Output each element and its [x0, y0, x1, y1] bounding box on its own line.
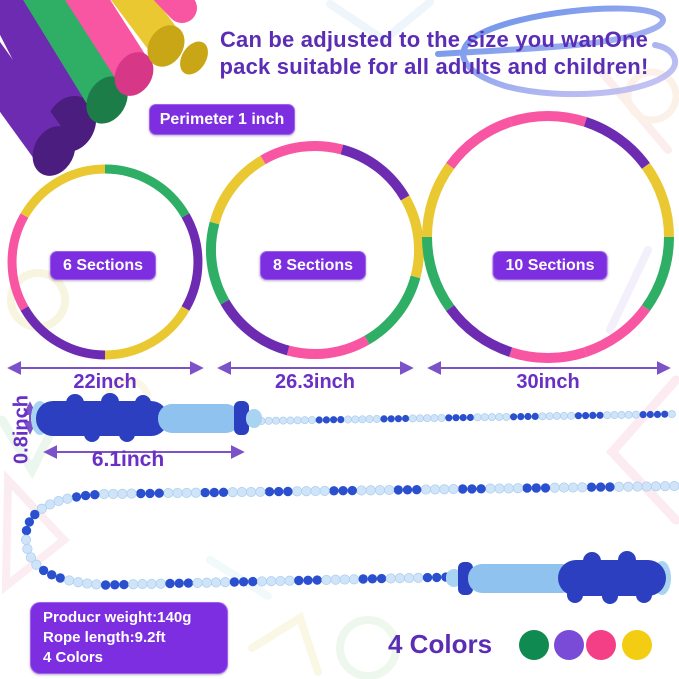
headline-line1: Can be adjusted to the size you wanOne	[219, 27, 649, 52]
headline: Can be adjusted to the size you wanOne p…	[186, 26, 679, 80]
hoop-sections-badge-6: 6 Sections	[49, 251, 157, 280]
color-dot-green	[519, 630, 549, 660]
measurement-arrows	[7, 361, 671, 459]
perimeter-badge: Perimeter 1 inch	[149, 104, 295, 135]
hoop-sections-badge-10: 10 Sections	[492, 251, 608, 280]
jump-rope-top-beads	[257, 410, 676, 425]
handle-width-label: 0.8inch	[10, 395, 33, 464]
hoop-diameter-label-22: 22inch	[73, 371, 137, 393]
jump-rope-bottom-beads	[20, 481, 679, 590]
color-dot-pink	[586, 630, 616, 660]
spec-colors: 4 Colors	[43, 649, 104, 666]
color-dot-yellow	[622, 630, 652, 660]
jump-rope-handle-bottom	[446, 551, 671, 604]
jump-rope-handle-top	[31, 393, 262, 442]
tube-bundle	[0, 0, 208, 176]
spec-rope-length: Rope length:9.2ft	[43, 629, 166, 646]
headline-line2: pack suitable for all adults and childre…	[219, 54, 649, 79]
hoop-sections-badge-8: 8 Sections	[259, 251, 367, 280]
color-dot-purple	[554, 630, 584, 660]
spec-badge: Producr weight:140g Rope length:9.2ft 4 …	[30, 602, 228, 674]
spec-weight: Producr weight:140g	[43, 609, 192, 626]
hoop-diameter-label-26: 26.3inch	[274, 371, 356, 393]
handle-length-label: 6.1inch	[91, 448, 165, 471]
colors-title: 4 Colors	[388, 629, 493, 659]
hula-hoops	[7, 111, 674, 363]
hoop-diameter-label-30: 30inch	[516, 371, 580, 393]
swoosh-annotation	[435, 5, 679, 98]
